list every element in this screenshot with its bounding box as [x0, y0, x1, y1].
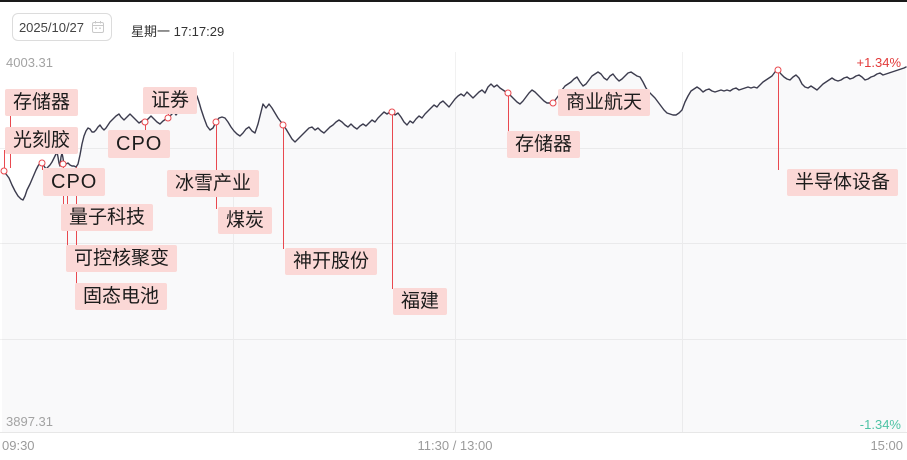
annotation-leader-line — [145, 122, 146, 132]
annotation-label[interactable]: 半导体设备 — [787, 169, 899, 196]
annotation-label[interactable]: CPO — [108, 130, 171, 158]
calendar-icon[interactable] — [91, 20, 105, 34]
annotation-label[interactable]: 可控核聚变 — [66, 245, 178, 272]
annotation-label[interactable]: 存储器 — [507, 131, 581, 158]
annotation-dot — [504, 89, 512, 97]
annotation-dot — [141, 118, 149, 126]
curve-area-fill — [2, 67, 906, 432]
annotation-dot — [774, 66, 782, 74]
annotation-leader-line — [216, 122, 217, 209]
annotation-label[interactable]: CPO — [43, 168, 106, 196]
curve-line — [1, 66, 907, 201]
annotation-label[interactable]: 神开股份 — [285, 248, 378, 275]
annotation-label[interactable]: 光刻胶 — [5, 127, 79, 154]
vgridline — [682, 52, 683, 432]
x-tick-noon: 11:30 / 13:00 — [417, 438, 493, 453]
annotation-dot — [279, 121, 287, 129]
y-axis-min-label: 3897.31 — [6, 414, 53, 429]
annotation-dot — [164, 114, 172, 122]
x-axis-line — [0, 432, 907, 433]
annotation-leader-line — [778, 70, 779, 170]
annotation-label[interactable]: 存储器 — [5, 89, 79, 116]
x-tick-0930: 09:30 — [2, 438, 35, 453]
hgridline — [0, 339, 907, 340]
annotation-label[interactable]: 福建 — [393, 288, 448, 315]
annotation-dot — [549, 99, 557, 107]
annotation-label[interactable]: 煤炭 — [218, 207, 273, 234]
annotation-dot — [0, 167, 8, 175]
annotation-label[interactable]: 固态电池 — [75, 283, 168, 310]
top-divider — [0, 0, 907, 2]
annotation-dot — [388, 108, 396, 116]
annotation-dot — [38, 159, 46, 167]
vgridline — [233, 52, 234, 432]
date-picker[interactable]: 2025/10/27 — [12, 13, 112, 41]
annotation-leader-line — [508, 93, 509, 132]
annotation-label[interactable]: 商业航天 — [558, 89, 651, 116]
annotation-label[interactable]: 量子科技 — [61, 204, 154, 231]
hgridline — [0, 243, 907, 244]
hgridline — [0, 148, 907, 149]
percent-up-label: +1.34% — [856, 55, 901, 70]
annotation-label[interactable]: 证券 — [143, 87, 198, 114]
y-axis-max-label: 4003.31 — [6, 55, 53, 70]
annotation-dot — [212, 118, 220, 126]
annotation-label[interactable]: 冰雪产业 — [167, 170, 260, 197]
annotation-leader-line — [42, 163, 43, 170]
percent-down-label: -1.34% — [859, 417, 901, 432]
vgridline — [455, 52, 456, 432]
weekday-time: 星期一 17:17:29 — [131, 24, 225, 39]
x-tick-1500: 15:00 — [870, 438, 903, 453]
annotation-leader-line — [392, 112, 393, 289]
annotation-leader-line — [283, 125, 284, 249]
date-value: 2025/10/27 — [18, 19, 85, 35]
annotation-leader-line — [4, 150, 5, 171]
annotation-dot — [59, 160, 67, 168]
